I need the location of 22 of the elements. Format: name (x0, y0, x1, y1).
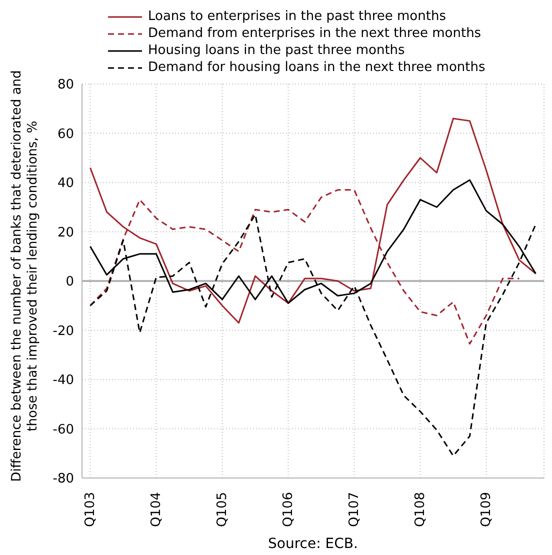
x-tick-label: Q109 (478, 492, 494, 528)
legend-label: Housing loans in the past three months (148, 42, 405, 59)
y-tick-label: 80 (57, 78, 74, 93)
y-tick-label: 20 (57, 225, 74, 240)
y-tick-label: 60 (57, 126, 74, 142)
y-tick-label: -20 (52, 324, 74, 339)
legend-label: Loans to enterprises in the past three months (148, 8, 446, 25)
y-tick-label: -40 (52, 373, 74, 388)
x-tick-label: Q103 (82, 492, 98, 528)
y-tick-label: 40 (57, 176, 74, 192)
x-tick-label: Q105 (214, 492, 230, 528)
legend-label: Demand from enterprises in the next three months (148, 25, 482, 42)
x-tick-label: Q108 (412, 492, 428, 528)
y-tick-label: 0 (66, 274, 74, 290)
legend-label: Demand for housing loans in the next three months (148, 59, 486, 76)
x-tick-label: Q107 (346, 492, 362, 528)
source-note: Source: ECB. (267, 536, 359, 552)
x-tick-label: Q104 (148, 492, 164, 528)
y-tick-label: -60 (52, 422, 74, 438)
y-tick-label: -80 (52, 472, 74, 487)
x-tick-label: Q106 (280, 492, 296, 528)
y-axis-title: Difference between the number of banks that deteriorated and those that improved their lending conditions, % (10, 70, 42, 482)
